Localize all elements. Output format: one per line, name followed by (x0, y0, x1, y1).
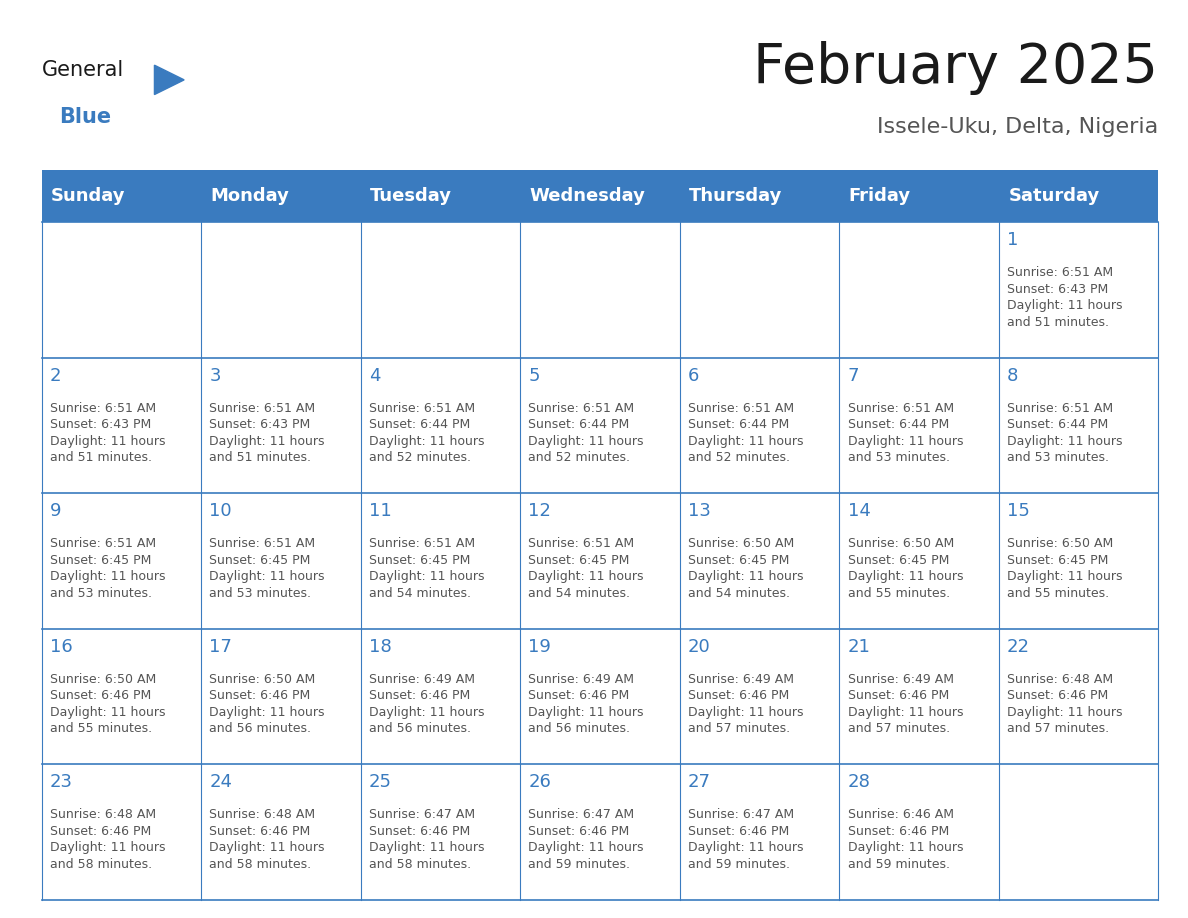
Text: Sunrise: 6:50 AM
Sunset: 6:46 PM
Daylight: 11 hours
and 55 minutes.: Sunrise: 6:50 AM Sunset: 6:46 PM Dayligh… (50, 673, 165, 735)
Text: 9: 9 (50, 502, 62, 521)
Text: 23: 23 (50, 773, 72, 791)
Text: 25: 25 (369, 773, 392, 791)
Text: 10: 10 (209, 502, 232, 521)
Text: 8: 8 (1007, 367, 1018, 385)
Text: Sunrise: 6:51 AM
Sunset: 6:45 PM
Daylight: 11 hours
and 54 minutes.: Sunrise: 6:51 AM Sunset: 6:45 PM Dayligh… (529, 537, 644, 599)
Text: Sunrise: 6:48 AM
Sunset: 6:46 PM
Daylight: 11 hours
and 57 minutes.: Sunrise: 6:48 AM Sunset: 6:46 PM Dayligh… (1007, 673, 1123, 735)
Text: Sunrise: 6:51 AM
Sunset: 6:45 PM
Daylight: 11 hours
and 53 minutes.: Sunrise: 6:51 AM Sunset: 6:45 PM Dayligh… (209, 537, 326, 599)
Text: Sunday: Sunday (51, 187, 126, 205)
Text: Thursday: Thursday (689, 187, 783, 205)
Text: 14: 14 (847, 502, 871, 521)
Text: Sunrise: 6:49 AM
Sunset: 6:46 PM
Daylight: 11 hours
and 57 minutes.: Sunrise: 6:49 AM Sunset: 6:46 PM Dayligh… (688, 673, 803, 735)
Text: Blue: Blue (59, 107, 112, 128)
Text: Wednesday: Wednesday (530, 187, 645, 205)
Text: 13: 13 (688, 502, 710, 521)
Text: 2: 2 (50, 367, 62, 385)
Text: 20: 20 (688, 638, 710, 655)
Text: Sunrise: 6:47 AM
Sunset: 6:46 PM
Daylight: 11 hours
and 59 minutes.: Sunrise: 6:47 AM Sunset: 6:46 PM Dayligh… (529, 808, 644, 870)
Text: 19: 19 (529, 638, 551, 655)
Text: Sunrise: 6:48 AM
Sunset: 6:46 PM
Daylight: 11 hours
and 58 minutes.: Sunrise: 6:48 AM Sunset: 6:46 PM Dayligh… (209, 808, 326, 870)
Text: 1: 1 (1007, 231, 1018, 250)
Text: Sunrise: 6:49 AM
Sunset: 6:46 PM
Daylight: 11 hours
and 56 minutes.: Sunrise: 6:49 AM Sunset: 6:46 PM Dayligh… (529, 673, 644, 735)
Text: Sunrise: 6:51 AM
Sunset: 6:45 PM
Daylight: 11 hours
and 54 minutes.: Sunrise: 6:51 AM Sunset: 6:45 PM Dayligh… (369, 537, 485, 599)
Text: 17: 17 (209, 638, 233, 655)
Text: 27: 27 (688, 773, 712, 791)
Text: Sunrise: 6:46 AM
Sunset: 6:46 PM
Daylight: 11 hours
and 59 minutes.: Sunrise: 6:46 AM Sunset: 6:46 PM Dayligh… (847, 808, 963, 870)
Bar (42, 170, 1158, 222)
Text: 4: 4 (369, 367, 380, 385)
Text: Sunrise: 6:50 AM
Sunset: 6:45 PM
Daylight: 11 hours
and 55 minutes.: Sunrise: 6:50 AM Sunset: 6:45 PM Dayligh… (847, 537, 963, 599)
Text: 7: 7 (847, 367, 859, 385)
Text: Friday: Friday (848, 187, 911, 205)
Text: Sunrise: 6:51 AM
Sunset: 6:45 PM
Daylight: 11 hours
and 53 minutes.: Sunrise: 6:51 AM Sunset: 6:45 PM Dayligh… (50, 537, 165, 599)
Text: Issele-Uku, Delta, Nigeria: Issele-Uku, Delta, Nigeria (877, 117, 1158, 137)
Text: Sunrise: 6:51 AM
Sunset: 6:44 PM
Daylight: 11 hours
and 53 minutes.: Sunrise: 6:51 AM Sunset: 6:44 PM Dayligh… (847, 402, 963, 465)
Text: Tuesday: Tuesday (371, 187, 453, 205)
Text: 18: 18 (369, 638, 392, 655)
Text: Sunrise: 6:51 AM
Sunset: 6:43 PM
Daylight: 11 hours
and 51 minutes.: Sunrise: 6:51 AM Sunset: 6:43 PM Dayligh… (209, 402, 326, 465)
Text: 26: 26 (529, 773, 551, 791)
Text: Sunrise: 6:51 AM
Sunset: 6:44 PM
Daylight: 11 hours
and 53 minutes.: Sunrise: 6:51 AM Sunset: 6:44 PM Dayligh… (1007, 402, 1123, 465)
Text: Sunrise: 6:50 AM
Sunset: 6:46 PM
Daylight: 11 hours
and 56 minutes.: Sunrise: 6:50 AM Sunset: 6:46 PM Dayligh… (209, 673, 326, 735)
Text: General: General (42, 60, 124, 80)
Text: 3: 3 (209, 367, 221, 385)
Text: Sunrise: 6:50 AM
Sunset: 6:45 PM
Daylight: 11 hours
and 54 minutes.: Sunrise: 6:50 AM Sunset: 6:45 PM Dayligh… (688, 537, 803, 599)
Text: 6: 6 (688, 367, 700, 385)
Text: Monday: Monday (210, 187, 290, 205)
Text: 12: 12 (529, 502, 551, 521)
Text: Saturday: Saturday (1009, 187, 1100, 205)
Text: Sunrise: 6:49 AM
Sunset: 6:46 PM
Daylight: 11 hours
and 57 minutes.: Sunrise: 6:49 AM Sunset: 6:46 PM Dayligh… (847, 673, 963, 735)
Text: Sunrise: 6:51 AM
Sunset: 6:43 PM
Daylight: 11 hours
and 51 minutes.: Sunrise: 6:51 AM Sunset: 6:43 PM Dayligh… (50, 402, 165, 465)
Text: 21: 21 (847, 638, 871, 655)
Text: Sunrise: 6:47 AM
Sunset: 6:46 PM
Daylight: 11 hours
and 59 minutes.: Sunrise: 6:47 AM Sunset: 6:46 PM Dayligh… (688, 808, 803, 870)
Text: February 2025: February 2025 (753, 41, 1158, 95)
Text: 15: 15 (1007, 502, 1030, 521)
Text: 28: 28 (847, 773, 871, 791)
Polygon shape (154, 65, 184, 95)
Text: Sunrise: 6:48 AM
Sunset: 6:46 PM
Daylight: 11 hours
and 58 minutes.: Sunrise: 6:48 AM Sunset: 6:46 PM Dayligh… (50, 808, 165, 870)
Text: 24: 24 (209, 773, 233, 791)
Text: 11: 11 (369, 502, 392, 521)
Text: 5: 5 (529, 367, 541, 385)
Text: Sunrise: 6:51 AM
Sunset: 6:44 PM
Daylight: 11 hours
and 52 minutes.: Sunrise: 6:51 AM Sunset: 6:44 PM Dayligh… (688, 402, 803, 465)
Text: 16: 16 (50, 638, 72, 655)
Text: Sunrise: 6:51 AM
Sunset: 6:43 PM
Daylight: 11 hours
and 51 minutes.: Sunrise: 6:51 AM Sunset: 6:43 PM Dayligh… (1007, 266, 1123, 329)
Text: 22: 22 (1007, 638, 1030, 655)
Text: Sunrise: 6:50 AM
Sunset: 6:45 PM
Daylight: 11 hours
and 55 minutes.: Sunrise: 6:50 AM Sunset: 6:45 PM Dayligh… (1007, 537, 1123, 599)
Text: Sunrise: 6:51 AM
Sunset: 6:44 PM
Daylight: 11 hours
and 52 minutes.: Sunrise: 6:51 AM Sunset: 6:44 PM Dayligh… (369, 402, 485, 465)
Text: Sunrise: 6:49 AM
Sunset: 6:46 PM
Daylight: 11 hours
and 56 minutes.: Sunrise: 6:49 AM Sunset: 6:46 PM Dayligh… (369, 673, 485, 735)
Text: Sunrise: 6:51 AM
Sunset: 6:44 PM
Daylight: 11 hours
and 52 minutes.: Sunrise: 6:51 AM Sunset: 6:44 PM Dayligh… (529, 402, 644, 465)
Text: Sunrise: 6:47 AM
Sunset: 6:46 PM
Daylight: 11 hours
and 58 minutes.: Sunrise: 6:47 AM Sunset: 6:46 PM Dayligh… (369, 808, 485, 870)
